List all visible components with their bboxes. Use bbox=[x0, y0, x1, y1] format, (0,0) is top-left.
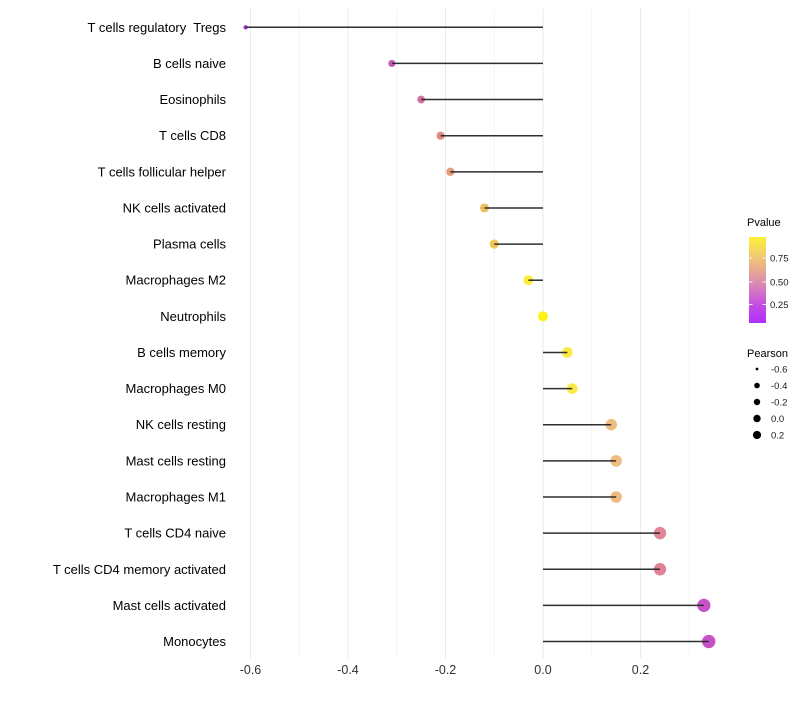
category-label: B cells memory bbox=[137, 345, 226, 360]
category-label: Eosinophils bbox=[160, 92, 227, 107]
x-axis-tick-labels: -0.6 -0.4 -0.2 0.0 0.2 bbox=[240, 663, 650, 677]
pearson-legend-dot bbox=[753, 398, 761, 406]
pearson-legend-dot bbox=[754, 382, 760, 389]
category-label: Macrophages M1 bbox=[126, 489, 226, 504]
pearson-legend-dot bbox=[755, 367, 759, 371]
pearson-legend-dot bbox=[753, 414, 761, 423]
category-label: NK cells resting bbox=[136, 417, 226, 432]
pvalue-tick-label: 0.75 bbox=[770, 253, 789, 264]
pearson-legend-title: Pearson bbox=[747, 348, 788, 360]
pearson-legend-dot bbox=[752, 430, 762, 440]
pearson-legend-label: 0.2 bbox=[771, 430, 784, 441]
category-label: Monocytes bbox=[163, 634, 226, 649]
pearson-legend-label: -0.2 bbox=[771, 397, 787, 408]
x-tick-label: -0.2 bbox=[435, 663, 457, 677]
x-tick-label: -0.4 bbox=[337, 663, 359, 677]
category-label: T cells CD4 memory activated bbox=[53, 562, 226, 577]
lollipop-dots bbox=[243, 25, 716, 649]
x-tick-label: 0.0 bbox=[534, 663, 551, 677]
x-tick-label: -0.6 bbox=[240, 663, 262, 677]
lollipop-dot bbox=[537, 311, 549, 322]
pearson-size-legend: Pearson -0.6 -0.4 -0.2 0.0 0.2 bbox=[747, 348, 788, 441]
category-label: B cells naive bbox=[153, 56, 226, 71]
category-label: Plasma cells bbox=[153, 237, 226, 252]
y-axis-category-labels: T cells regulatory Tregs B cells naive Eos… bbox=[53, 20, 227, 649]
category-label: NK cells activated bbox=[123, 200, 226, 215]
category-label: T cells regulatory Tregs bbox=[88, 20, 227, 35]
category-label: Mast cells activated bbox=[113, 598, 226, 613]
category-label: T cells CD8 bbox=[159, 128, 226, 143]
pearson-legend-entries: -0.6 -0.4 -0.2 0.0 0.2 bbox=[752, 364, 787, 441]
lollipop-stems bbox=[245, 26, 709, 643]
pvalue-color-legend: Pvalue 0.75 0.50 0.25 bbox=[747, 217, 789, 323]
category-label: Neutrophils bbox=[160, 309, 226, 324]
pvalue-legend-title: Pvalue bbox=[747, 217, 781, 229]
pearson-legend-label: 0.0 bbox=[771, 414, 784, 425]
pvalue-tick-label: 0.25 bbox=[770, 300, 789, 311]
pearson-legend-label: -0.6 bbox=[771, 364, 787, 375]
pvalue-colorbar-ticks: 0.75 0.50 0.25 bbox=[749, 253, 789, 311]
pearson-legend-label: -0.4 bbox=[771, 381, 787, 392]
pvalue-colorbar bbox=[749, 237, 766, 323]
category-label: T cells CD4 naive bbox=[124, 526, 226, 541]
panel-gridlines bbox=[250, 9, 690, 658]
pvalue-tick-label: 0.50 bbox=[770, 277, 789, 288]
category-label: T cells follicular helper bbox=[98, 164, 227, 179]
category-label: Mast cells resting bbox=[126, 453, 226, 468]
category-label: Macrophages M2 bbox=[126, 273, 226, 288]
x-tick-label: 0.2 bbox=[632, 663, 649, 677]
category-label: Macrophages M0 bbox=[126, 381, 226, 396]
